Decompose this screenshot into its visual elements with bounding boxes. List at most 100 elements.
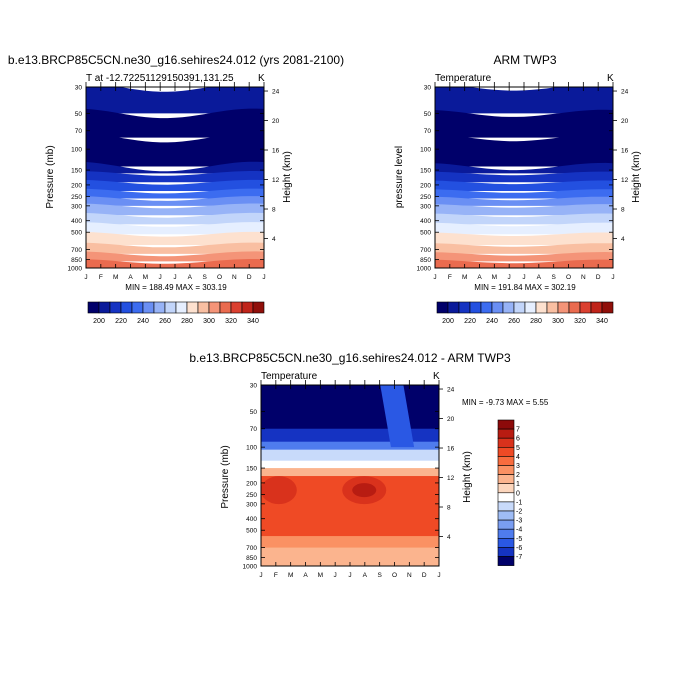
height-tick-label: 4	[272, 236, 276, 243]
colorbar-swatch	[469, 301, 482, 314]
y-tick-label: 150	[71, 168, 82, 175]
colorbar-label: -5	[516, 536, 522, 543]
colorbar-swatch	[579, 301, 592, 314]
colorbar-label: -3	[516, 518, 522, 525]
colorbar-label: 320	[574, 318, 586, 325]
y-tick-label: 300	[246, 501, 257, 508]
y-tick-label: 700	[71, 247, 82, 254]
contour-band	[86, 132, 264, 167]
model-ylabel-right: Height (km)	[282, 151, 293, 203]
colorbar-swatch	[497, 483, 515, 494]
contour-field	[435, 87, 613, 268]
colorbar-label: -6	[516, 545, 522, 552]
y-tick-label: 200	[420, 182, 431, 189]
model-right-label: K	[258, 73, 265, 84]
colorbar-swatch	[546, 301, 559, 314]
height-tick-label: 8	[447, 505, 451, 512]
colorbar-swatch	[447, 301, 460, 314]
colorbar-label: 220	[115, 318, 127, 325]
x-tick-label: A	[537, 274, 542, 281]
colorbar-swatch	[524, 301, 537, 314]
colorbar-swatch	[241, 301, 254, 314]
colorbar-swatch	[252, 301, 265, 314]
contour-band	[261, 547, 439, 567]
colorbar-swatch	[601, 301, 614, 314]
obs-title: ARM TWP3	[493, 53, 556, 67]
contour-band	[261, 536, 439, 549]
colorbar-label: -7	[516, 554, 522, 561]
y-tick-label: 500	[420, 230, 431, 237]
obs-ylabel-right: Height (km)	[631, 151, 642, 203]
colorbar-swatch	[497, 428, 515, 439]
diff-ylabel: Pressure (mb)	[220, 445, 231, 508]
x-tick-label: A	[128, 274, 133, 281]
colorbar-label: 4	[516, 454, 520, 461]
contour-band	[435, 252, 613, 262]
colorbar-swatch	[497, 446, 515, 457]
colorbar-label: 260	[508, 318, 520, 325]
x-tick-label: D	[247, 274, 252, 281]
contour-band	[435, 232, 613, 245]
colorbar-label: 240	[486, 318, 498, 325]
x-tick-label: F	[99, 274, 103, 281]
colorbar-swatch	[497, 419, 515, 430]
colorbar-swatch	[497, 492, 515, 503]
contour-band	[435, 196, 613, 206]
x-tick-label: J	[522, 274, 525, 281]
colorbar-swatch	[197, 301, 210, 314]
colorbar-label: 300	[552, 318, 564, 325]
obs-left-label: Temperature	[435, 73, 492, 84]
contour-band	[435, 162, 613, 174]
height-tick-label: 16	[621, 148, 629, 155]
x-tick-label: S	[202, 274, 207, 281]
diff-right-label: K	[433, 371, 440, 382]
colorbar-label: 260	[159, 318, 171, 325]
y-tick-label: 200	[71, 182, 82, 189]
colorbar-label: 6	[516, 436, 520, 443]
x-tick-label: J	[348, 572, 351, 579]
colorbar-label: 200	[442, 318, 454, 325]
colorbar-swatch	[497, 528, 515, 539]
colorbar-swatch	[458, 301, 471, 314]
x-tick-label: J	[334, 572, 337, 579]
colorbar-swatch	[502, 301, 515, 314]
contour-band	[86, 231, 264, 245]
height-tick-label: 16	[447, 446, 455, 453]
colorbar: 200 220 240 260 280 300 320 340	[436, 301, 614, 325]
contour-plume	[380, 385, 415, 448]
colorbar-label: 240	[137, 318, 149, 325]
y-tick-label: 1000	[68, 266, 83, 273]
obs-panel: ARM TWP3 Temperature K pressure level He…	[394, 53, 642, 325]
height-tick-label: 4	[621, 236, 625, 243]
colorbar-swatch	[557, 301, 570, 314]
colorbar-swatch	[491, 301, 504, 314]
colorbar-swatch	[208, 301, 221, 314]
y-tick-label: 850	[71, 257, 82, 264]
colorbar-swatch	[497, 537, 515, 548]
colorbar-swatch	[436, 301, 449, 314]
x-tick-label: N	[581, 274, 586, 281]
colorbar-swatch	[568, 301, 581, 314]
contour-band	[261, 460, 439, 469]
y-tick-label: 250	[420, 194, 431, 201]
diff-title: b.e13.BRCP85C5CN.ne30_g16.sehires24.012 …	[189, 351, 511, 365]
colorbar-label: -2	[516, 509, 522, 516]
colorbar-swatch	[497, 456, 515, 466]
y-tick-label: 1000	[243, 564, 258, 571]
contour-band	[261, 449, 439, 462]
colorbar-swatch	[186, 301, 199, 314]
y-tick-label: 850	[246, 555, 257, 562]
colorbar-label: 2	[516, 472, 520, 479]
x-tick-label: J	[173, 274, 176, 281]
colorbar-swatch	[497, 510, 515, 521]
model-minmax: MIN = 188.49 MAX = 303.19	[125, 283, 227, 292]
colorbar-swatch	[120, 301, 133, 314]
contour-band	[86, 222, 264, 235]
x-tick-label: N	[407, 572, 412, 579]
y-tick-label: 30	[250, 383, 258, 390]
colorbar-swatch	[109, 301, 122, 314]
x-tick-label: J	[437, 572, 440, 579]
y-tick-label: 200	[246, 480, 257, 487]
height-tick-label: 12	[272, 177, 280, 184]
model-left-label: T at -12.72251129150391,131.25	[86, 73, 234, 84]
